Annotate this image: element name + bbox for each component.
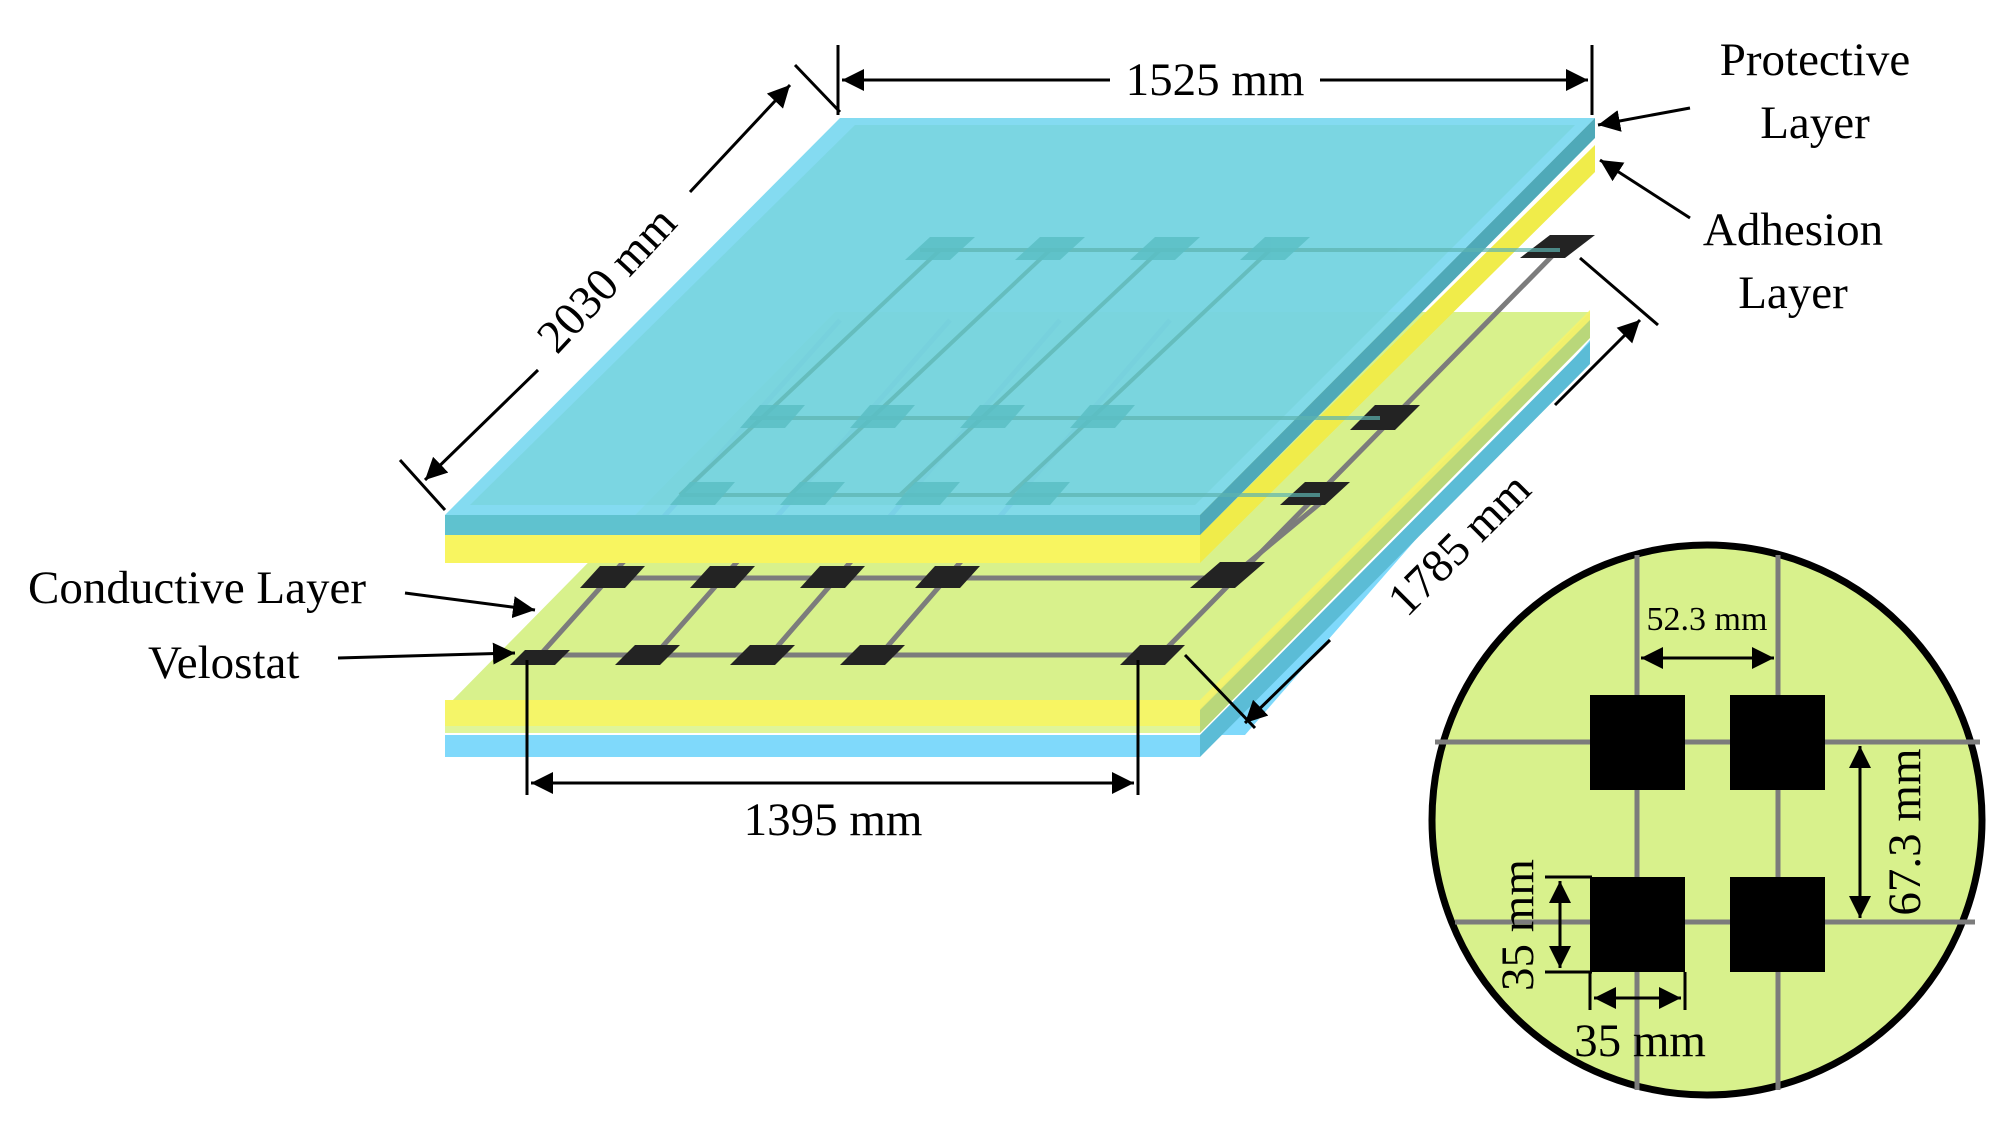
bottom-adhesion-front <box>445 700 1200 726</box>
detail-spacing-x-label: 52.3 mm <box>1647 601 1768 638</box>
detail-pad <box>1590 877 1685 972</box>
detail-inset: 52.3 mm 67.3 mm 35 mm 35 mm <box>1428 541 1986 1099</box>
adhesion-label-line1: Adhesion <box>1703 204 1883 256</box>
sensor-pad <box>730 645 795 665</box>
width-bottom-label: 1395 mm <box>744 794 923 846</box>
velostat-label: Velostat <box>148 637 299 689</box>
sensor-pad <box>510 650 570 665</box>
sensor-pad <box>1520 235 1595 258</box>
sensor-pad <box>800 566 865 588</box>
detail-spacing-y-label: 67.3 mm <box>1879 748 1931 915</box>
sensor-pad <box>1120 645 1185 665</box>
bottom-protective-front <box>445 735 1200 757</box>
protective-label-line1: Protective <box>1720 34 1911 86</box>
top-protective-side <box>1200 118 1595 535</box>
top-stack <box>445 118 1595 563</box>
detail-pad-width-label: 35 mm <box>1574 1015 1706 1067</box>
adhesion-label-line2: Layer <box>1738 267 1848 319</box>
detail-pad-height-label: 35 mm <box>1492 859 1544 991</box>
detail-pad <box>1730 695 1825 790</box>
protective-label-line2: Layer <box>1760 97 1870 149</box>
sensor-pad <box>1350 405 1420 430</box>
sensor-pad <box>1190 562 1265 588</box>
detail-pad <box>1590 695 1685 790</box>
bottom-protective-side <box>1200 342 1590 757</box>
sensor-pad <box>580 566 645 588</box>
top-protective-front <box>445 515 1200 535</box>
width-top-label: 1525 mm <box>1126 54 1305 106</box>
sensor-pad <box>615 645 680 665</box>
sensor-pad <box>915 566 980 588</box>
sensor-pad <box>690 566 755 588</box>
top-protective-tint <box>470 125 1575 505</box>
detail-pad <box>1730 877 1825 972</box>
sensor-pad <box>840 645 905 665</box>
top-adhesion-front <box>445 535 1200 563</box>
dimension-lines <box>337 45 1691 795</box>
conductive-label: Conductive Layer <box>28 562 366 614</box>
